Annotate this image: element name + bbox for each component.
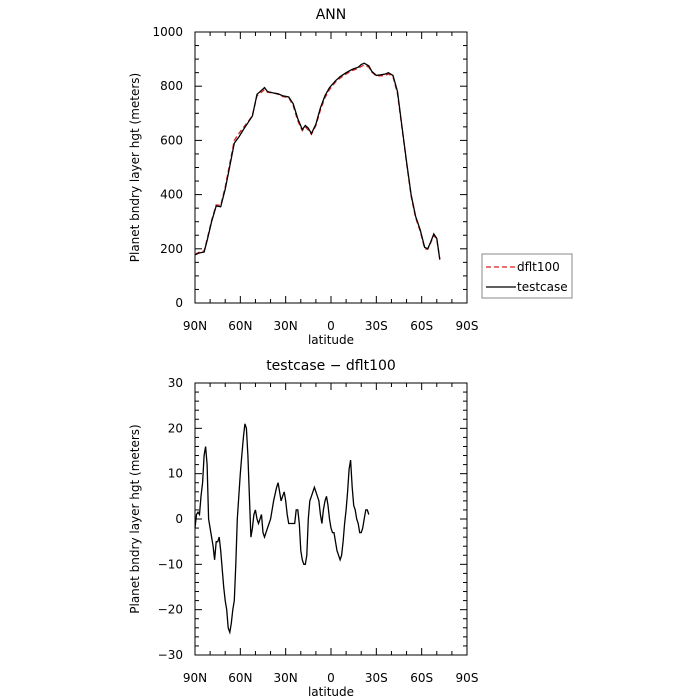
y-axis-label: Planet bndry layer hgt (meters) (128, 424, 142, 614)
y-tick-label: 10 (168, 467, 183, 481)
chart-panel-difference: testcase − dflt100 90N 60N 30N 0 30S 60S 90S −30… (128, 358, 478, 699)
y-tick-label: −30 (158, 648, 183, 662)
y-tick-label: 200 (160, 242, 183, 256)
y-tick-label: 0 (175, 512, 183, 526)
chart-title: testcase − dflt100 (266, 358, 396, 374)
x-tick-label: 0 (327, 671, 335, 685)
y-tick-label: 0 (175, 296, 183, 310)
y-tick-label: −10 (158, 557, 183, 571)
y-tick-label: 1000 (152, 25, 183, 39)
y-tick-label: 800 (160, 79, 183, 93)
x-axis-label: latitude (308, 333, 354, 347)
y-tick-label: 30 (168, 376, 183, 390)
y-tick-label: 20 (168, 421, 183, 435)
legend-label-testcase: testcase (517, 280, 568, 294)
x-tick-label: 0 (327, 319, 335, 333)
chart-panel-annual: ANN 90N 60N 30N 0 30S 60S 90S 0 200 400 600 800 1000 l… (128, 7, 573, 347)
legend-box (481, 253, 573, 299)
y-tick-label: 400 (160, 188, 183, 202)
x-tick-label: 60S (410, 319, 433, 333)
x-axis-label: latitude (308, 685, 354, 699)
legend-label-dflt100: dflt100 (517, 260, 560, 274)
x-tick-label: 90N (183, 319, 207, 333)
x-tick-label: 30N (274, 319, 298, 333)
y-tick-label: 600 (160, 133, 183, 147)
series-line-dflt100 (194, 64, 441, 260)
chart-title: ANN (316, 7, 347, 23)
x-tick-label: 60S (410, 671, 433, 685)
plot-frame (194, 31, 468, 304)
series-line-difference (194, 423, 370, 635)
x-tick-label: 30S (365, 671, 388, 685)
x-tick-label: 60N (228, 671, 252, 685)
x-tick-label: 60N (228, 319, 252, 333)
x-tick-label: 90N (183, 671, 207, 685)
x-tick-label: 90S (456, 671, 479, 685)
x-tick-label: 30S (365, 319, 388, 333)
y-axis-label: Planet bndry layer hgt (meters) (128, 73, 142, 263)
series-line-testcase (194, 62, 441, 260)
plot-frame (194, 382, 468, 656)
x-tick-label: 30N (274, 671, 298, 685)
x-tick-label: 90S (456, 319, 479, 333)
y-tick-label: −20 (158, 603, 183, 617)
